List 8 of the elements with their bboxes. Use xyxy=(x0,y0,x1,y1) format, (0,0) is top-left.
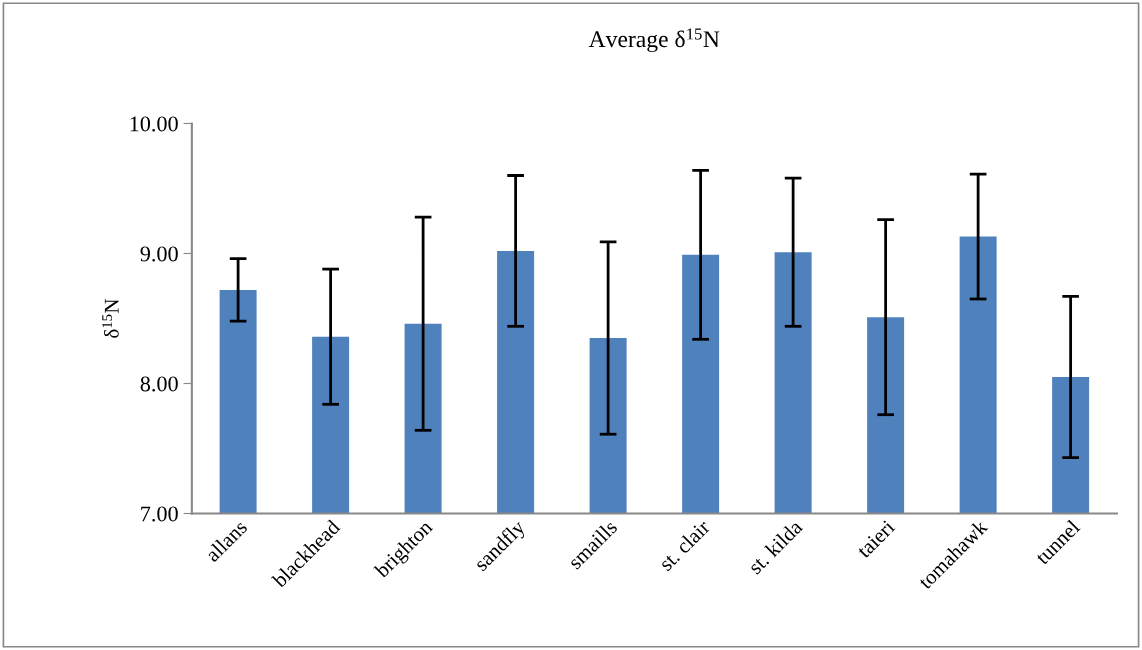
y-tick-label: 10.00 xyxy=(130,116,178,132)
x-tick-label: st. clair xyxy=(657,518,711,572)
y-tick-label: 8.00 xyxy=(140,376,178,392)
chart-title: Average δ$^{15}$N xyxy=(588,28,720,53)
x-tick-label: st. kilda xyxy=(747,518,804,575)
y-tick-label: 7.00 xyxy=(141,506,178,522)
y-axis-title: δ$^{15}$N xyxy=(102,298,119,338)
y-tick-label: 9.00 xyxy=(140,246,178,262)
